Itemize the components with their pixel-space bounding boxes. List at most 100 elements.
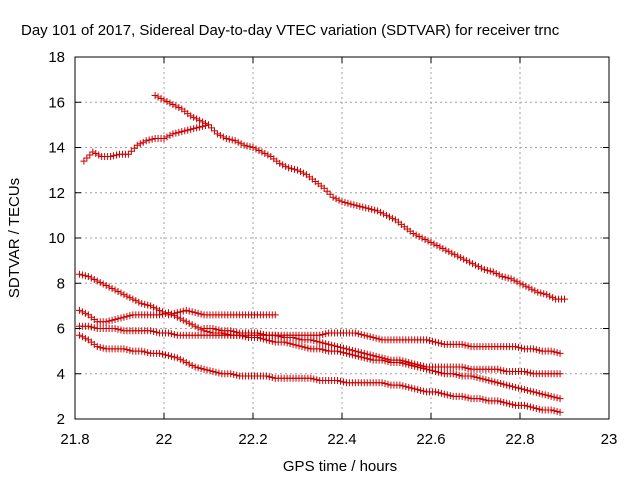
data-point <box>498 272 506 280</box>
data-point <box>138 347 146 355</box>
data-point <box>110 152 118 160</box>
data-point <box>261 150 269 158</box>
data-point <box>207 124 215 132</box>
data-point <box>176 355 184 363</box>
data-point <box>170 312 178 320</box>
data-point <box>426 337 434 345</box>
data-point <box>476 374 484 382</box>
data-point <box>291 165 299 173</box>
data-point <box>467 372 475 380</box>
data-point <box>274 332 282 340</box>
data-point <box>375 353 383 361</box>
data-point <box>331 342 339 350</box>
data-point <box>219 133 227 141</box>
data-point <box>96 343 104 351</box>
data-point <box>334 343 342 351</box>
data-point <box>188 321 196 329</box>
data-point <box>409 229 417 237</box>
data-point <box>500 380 508 388</box>
data-point <box>167 310 175 318</box>
y-tick-label: 4 <box>57 366 65 383</box>
data-point <box>105 283 113 291</box>
data-point <box>381 380 389 388</box>
data-point <box>434 389 442 397</box>
data-point <box>347 200 355 208</box>
data-point <box>534 288 542 296</box>
data-point <box>482 396 490 404</box>
data-point <box>322 340 330 348</box>
y-tick-label: 2 <box>57 411 65 428</box>
x-tick-label: 22.6 <box>416 431 445 448</box>
data-point <box>157 94 165 102</box>
data-point <box>500 367 508 375</box>
data-point <box>212 368 220 376</box>
data-point <box>351 329 359 337</box>
data-point <box>510 276 518 284</box>
data-point <box>301 343 309 351</box>
data-point <box>319 339 327 347</box>
data-point <box>282 162 290 170</box>
data-point <box>120 345 128 353</box>
data-point <box>320 184 328 192</box>
data-point <box>200 365 208 373</box>
data-point <box>523 368 531 376</box>
data-point <box>86 151 94 159</box>
data-point <box>328 341 336 349</box>
data-point <box>99 280 107 288</box>
data-point <box>108 285 116 293</box>
data-point <box>93 277 101 285</box>
data-point <box>191 309 199 317</box>
data-point <box>414 361 422 369</box>
data-point <box>483 266 491 274</box>
data-point <box>117 326 125 334</box>
data-point <box>230 371 238 379</box>
data-point <box>408 384 416 392</box>
data-point <box>193 124 201 132</box>
data-point <box>335 196 343 204</box>
data-point <box>383 211 390 219</box>
data-point <box>249 144 257 151</box>
data-point <box>553 349 561 357</box>
data-point <box>372 334 380 342</box>
data-point <box>187 125 195 133</box>
data-point <box>415 232 423 240</box>
data-point <box>353 202 361 210</box>
data-point <box>153 328 161 336</box>
data-point <box>535 405 543 413</box>
data-point <box>464 364 472 372</box>
data-point <box>126 346 134 354</box>
data-point <box>556 349 564 357</box>
y-tick-label: 16 <box>48 94 65 111</box>
data-point <box>75 270 83 278</box>
data-point <box>292 341 300 349</box>
data-point <box>547 347 555 355</box>
data-point <box>190 113 198 121</box>
data-point <box>111 286 119 294</box>
data-point <box>437 369 445 377</box>
data-point <box>522 282 530 290</box>
data-point <box>380 210 388 218</box>
data-point <box>99 344 107 352</box>
data-point <box>161 351 169 359</box>
data-point <box>489 268 497 276</box>
data-point <box>176 308 184 316</box>
data-point <box>216 131 224 139</box>
data-point <box>417 386 425 394</box>
data-point <box>256 330 264 338</box>
data-point <box>384 355 392 363</box>
data-point <box>350 201 358 209</box>
data-point <box>337 377 345 385</box>
data-point <box>132 297 140 305</box>
data-point <box>316 331 324 339</box>
data-point <box>144 349 152 357</box>
data-point <box>296 168 304 176</box>
data-point <box>463 257 471 265</box>
data-point <box>427 239 435 247</box>
data-point <box>228 136 236 144</box>
data-point <box>111 315 119 323</box>
x-tick-label: 22 <box>156 431 173 448</box>
data-point <box>431 388 439 396</box>
data-point <box>139 138 147 146</box>
data-point <box>288 165 296 173</box>
